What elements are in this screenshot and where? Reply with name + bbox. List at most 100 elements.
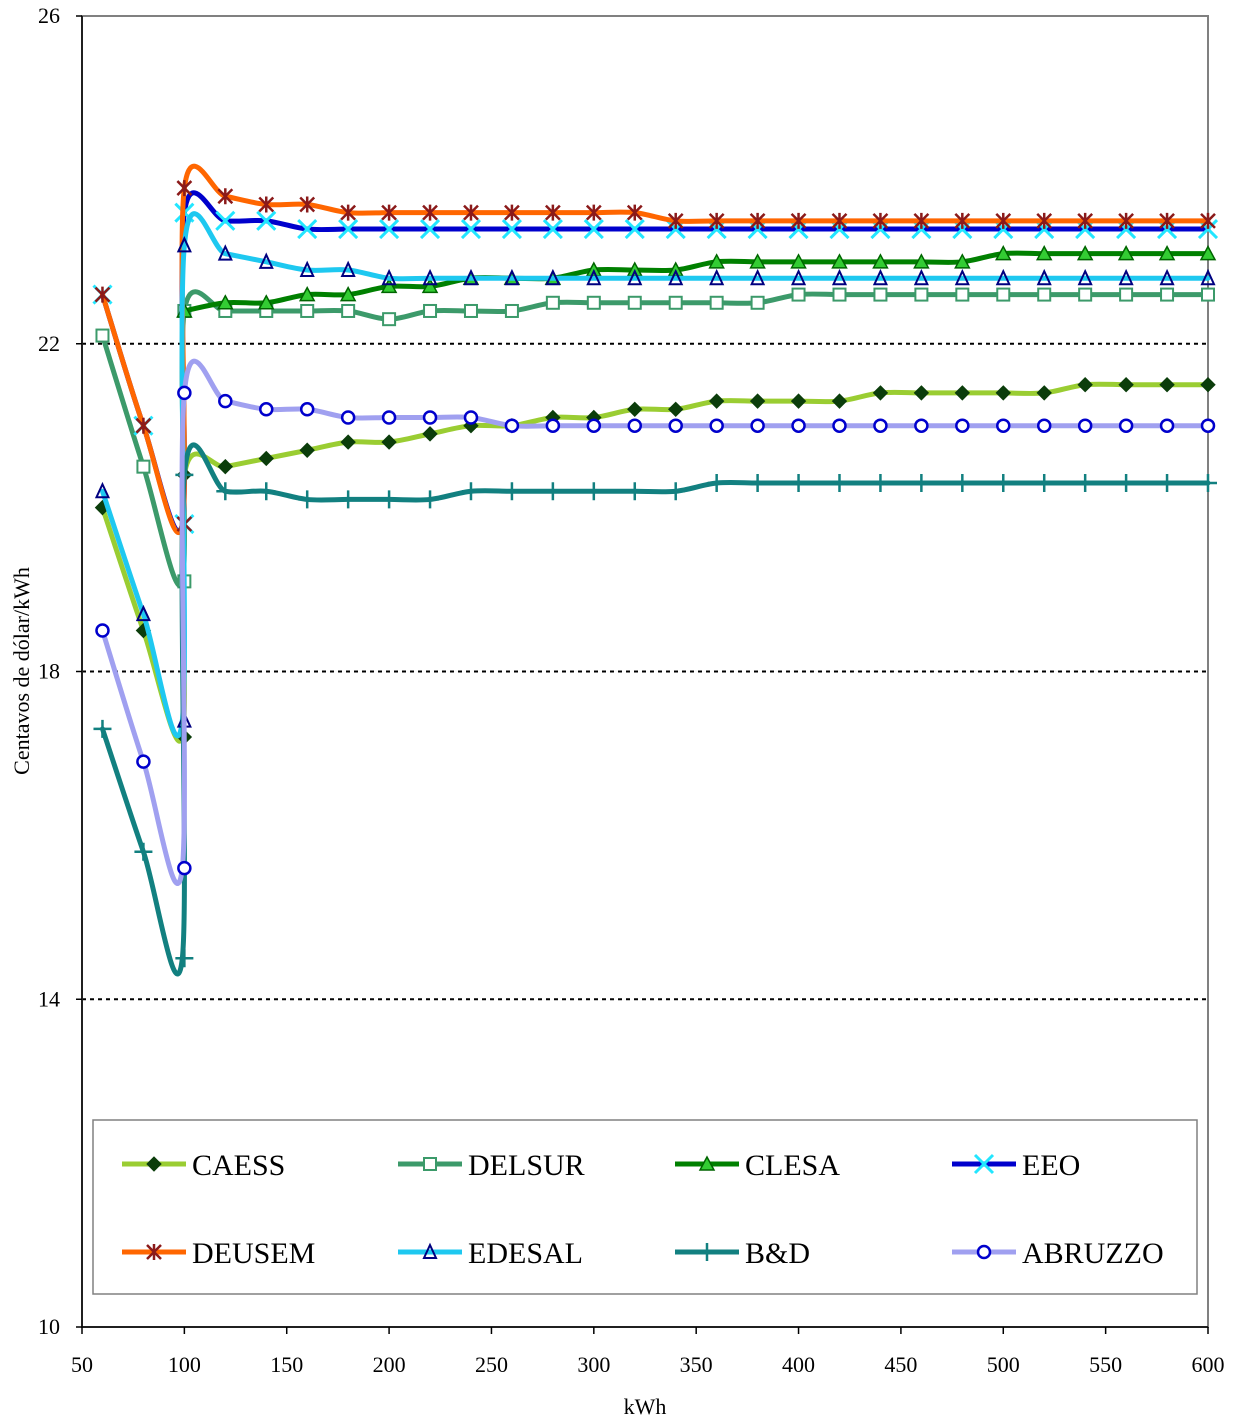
y-tick-label: 10 xyxy=(38,1314,60,1339)
data-point xyxy=(872,268,888,286)
data-point xyxy=(831,268,848,286)
series-line xyxy=(99,358,1211,886)
series-line xyxy=(99,381,1211,744)
data-point xyxy=(1035,474,1054,493)
data-point xyxy=(135,417,152,434)
series-caess xyxy=(94,377,1216,745)
data-point xyxy=(258,196,275,213)
legend-item: CAESS xyxy=(122,1149,285,1182)
data-point xyxy=(750,268,766,286)
data-point xyxy=(216,482,235,501)
data-point xyxy=(1036,268,1052,286)
data-point xyxy=(749,253,766,269)
data-point xyxy=(422,1242,438,1259)
data-point xyxy=(709,268,725,286)
series-clesa xyxy=(176,245,1217,318)
data-point xyxy=(259,402,274,417)
data-point xyxy=(299,402,315,417)
data-point xyxy=(1119,287,1134,302)
data-point xyxy=(175,949,194,968)
data-point xyxy=(791,418,806,433)
data-point xyxy=(504,303,519,318)
data-point xyxy=(667,212,684,229)
data-point xyxy=(215,210,236,231)
data-point xyxy=(339,490,358,509)
data-point xyxy=(339,286,357,302)
data-point xyxy=(625,482,644,501)
data-point xyxy=(217,244,233,261)
data-point xyxy=(996,418,1011,433)
data-point xyxy=(873,287,888,302)
data-point xyxy=(423,303,438,318)
data-point xyxy=(913,253,930,269)
data-point xyxy=(382,312,397,327)
data-point xyxy=(543,482,562,501)
series-b-d xyxy=(93,442,1217,977)
data-point xyxy=(871,474,890,493)
data-point xyxy=(995,385,1011,401)
data-point xyxy=(460,218,482,240)
legend-label: DELSUR xyxy=(468,1149,585,1182)
x-tick-label: 500 xyxy=(987,1352,1020,1377)
data-point xyxy=(748,474,767,493)
legend-label: DEUSEM xyxy=(192,1237,315,1270)
data-point xyxy=(627,418,643,433)
data-point xyxy=(544,204,561,221)
data-point xyxy=(340,434,356,450)
data-point xyxy=(176,180,193,197)
legend: CAESS DELSUR CLESA EEO DEUSEM EDESAL B&D ABRUZZ… xyxy=(92,1119,1198,1295)
legend-item: DELSUR xyxy=(398,1149,585,1182)
legend-box xyxy=(92,1119,1198,1295)
data-point xyxy=(380,277,398,294)
data-point xyxy=(1117,245,1135,261)
data-point xyxy=(790,268,807,286)
data-point xyxy=(585,204,602,221)
data-point xyxy=(379,218,400,240)
data-point xyxy=(627,401,643,418)
data-point xyxy=(340,260,356,278)
legend-item: CLESA xyxy=(675,1149,840,1182)
data-point xyxy=(1118,418,1134,433)
data-point xyxy=(831,393,848,409)
data-point xyxy=(873,418,888,433)
data-point xyxy=(698,1155,716,1171)
y-tick-label: 14 xyxy=(38,986,60,1011)
data-point xyxy=(831,253,848,269)
data-point xyxy=(504,418,520,433)
data-point xyxy=(955,418,970,433)
data-point xyxy=(1199,245,1217,261)
data-point xyxy=(501,218,522,240)
data-point xyxy=(708,253,725,269)
data-point xyxy=(95,328,110,343)
data-point xyxy=(954,253,971,269)
data-point xyxy=(626,204,643,221)
data-point xyxy=(299,260,315,278)
legend-label: EDESAL xyxy=(468,1237,583,1270)
data-point xyxy=(954,268,970,286)
x-tick-label: 200 xyxy=(373,1352,406,1377)
legend-item: DEUSEM xyxy=(122,1237,315,1270)
data-point xyxy=(913,385,930,401)
data-point xyxy=(872,212,889,229)
series-line xyxy=(99,442,1211,977)
data-point xyxy=(218,393,233,409)
data-point xyxy=(976,1244,992,1260)
series-line xyxy=(99,190,1211,534)
data-point xyxy=(93,719,112,738)
data-point xyxy=(298,286,316,302)
x-tick-label: 150 xyxy=(270,1352,303,1377)
data-point xyxy=(1200,377,1216,393)
data-point xyxy=(1037,287,1052,302)
data-point xyxy=(1078,287,1093,302)
data-point xyxy=(954,385,971,401)
legend-label: ABRUZZO xyxy=(1022,1237,1164,1270)
data-point xyxy=(1077,212,1094,229)
legend-label: B&D xyxy=(745,1237,810,1270)
data-point xyxy=(1199,474,1217,493)
legend-label: CAESS xyxy=(192,1149,285,1182)
series-edesal xyxy=(94,211,1216,739)
series-abruzzo xyxy=(95,358,1216,886)
data-point xyxy=(146,1156,162,1172)
data-point xyxy=(709,418,724,433)
